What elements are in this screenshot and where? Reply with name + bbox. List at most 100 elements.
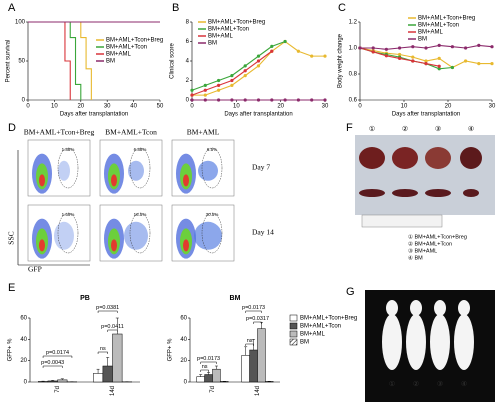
legend-swatch bbox=[289, 330, 298, 338]
spleen bbox=[392, 189, 418, 197]
spleen bbox=[359, 189, 385, 197]
legend-swatch bbox=[289, 314, 298, 322]
y-axis-label: SSC bbox=[7, 231, 16, 244]
bar bbox=[249, 349, 258, 383]
error-bar bbox=[244, 346, 248, 356]
x-tick-label: 0 bbox=[26, 104, 30, 110]
legend-label: BM+AML+Tcon+Breg bbox=[418, 16, 475, 22]
x-axis-label: GFP bbox=[28, 265, 42, 274]
population bbox=[39, 174, 45, 187]
mouse bbox=[430, 314, 450, 370]
panel-label: D bbox=[8, 122, 16, 134]
bar bbox=[220, 381, 229, 383]
bar bbox=[102, 365, 113, 383]
legend-label: BM+AML+Tcon+Breg bbox=[208, 20, 265, 26]
x-tick-label: 14d bbox=[110, 386, 116, 396]
x-axis-label: Days after transplantation bbox=[60, 112, 128, 118]
mouse-head bbox=[410, 300, 422, 316]
significance-label: p=0.0381 bbox=[96, 305, 119, 311]
legend-label: BM bbox=[418, 37, 427, 43]
gate-label: 6.88% bbox=[134, 147, 147, 152]
spleen bbox=[425, 189, 451, 197]
gate bbox=[201, 212, 223, 254]
error-bar bbox=[60, 378, 64, 380]
organ-legend: ③ BM+AML bbox=[408, 247, 437, 254]
bar bbox=[212, 368, 221, 383]
population bbox=[194, 221, 222, 250]
organ-number: ④ bbox=[468, 125, 474, 133]
population bbox=[183, 239, 189, 252]
significance-bracket bbox=[42, 365, 63, 368]
y-tick-label: 8 bbox=[186, 20, 190, 26]
chart-title: BM bbox=[230, 295, 241, 302]
gate bbox=[201, 147, 223, 189]
x-axis-label: Days after transplantation bbox=[224, 112, 292, 118]
significance-label: ns bbox=[247, 338, 253, 344]
x-tick-label: 30 bbox=[489, 104, 496, 110]
bar bbox=[112, 333, 123, 383]
liver bbox=[359, 147, 385, 169]
significance-label: p=0.0411 bbox=[101, 324, 124, 330]
y-tick-label: 40 bbox=[20, 337, 27, 343]
y-tick-label: 6 bbox=[186, 39, 190, 45]
ruler bbox=[361, 214, 443, 228]
legend-label: BM+AML+Tcon bbox=[418, 23, 459, 29]
significance-label: ns bbox=[100, 346, 106, 352]
gate-label: 6.5% bbox=[207, 147, 217, 152]
legend-label: BM bbox=[300, 340, 309, 346]
y-tick-label: 60 bbox=[180, 316, 187, 322]
y-tick-label: 50 bbox=[18, 59, 25, 65]
x-tick-label: 20 bbox=[277, 104, 284, 110]
legend-label: BM+AML bbox=[208, 34, 234, 40]
legend-label: BM+AML+Tcon+Breg bbox=[300, 316, 357, 322]
population bbox=[39, 239, 45, 252]
y-axis-label: Percent survival bbox=[6, 40, 12, 83]
column-header: BM+AML+Tcon bbox=[105, 128, 157, 137]
population bbox=[111, 174, 117, 187]
legend-label: BM+AML bbox=[300, 332, 326, 338]
y-tick-label: 40 bbox=[180, 337, 187, 343]
row-label: Day 14 bbox=[252, 228, 274, 237]
significance-bracket bbox=[97, 351, 108, 354]
gate-label: 1.69% bbox=[62, 212, 75, 217]
y-axis-label: Clinical score bbox=[170, 43, 176, 79]
y-tick-label: 0 bbox=[184, 380, 188, 386]
gate bbox=[57, 147, 79, 189]
mouse-number: ④ bbox=[461, 380, 467, 388]
legend-swatch bbox=[289, 322, 298, 330]
population bbox=[111, 239, 117, 252]
panel-label: G bbox=[346, 286, 355, 298]
x-tick-label: 10 bbox=[51, 104, 58, 110]
organ-number: ① bbox=[369, 125, 375, 133]
organ-photo bbox=[355, 135, 495, 215]
series-line bbox=[192, 40, 325, 96]
significance-label: p=0.0173 bbox=[197, 356, 220, 362]
error-bar bbox=[96, 368, 100, 374]
legend-swatch bbox=[289, 338, 298, 346]
legend-label: BM+AML+Tcon bbox=[106, 45, 147, 51]
x-tick-label: 40 bbox=[130, 104, 137, 110]
significance-bracket bbox=[245, 310, 262, 313]
x-tick-label: 30 bbox=[104, 104, 111, 110]
mouse-head bbox=[386, 300, 398, 316]
error-bar bbox=[51, 380, 55, 381]
population bbox=[54, 221, 74, 250]
significance-label: p=0.0317 bbox=[246, 316, 269, 322]
organ-legend: ① BM+AML+Tcon+Breg bbox=[408, 233, 467, 240]
row-label: Day 7 bbox=[252, 163, 270, 172]
mouse-head bbox=[458, 300, 470, 316]
population bbox=[183, 174, 189, 187]
error-bar bbox=[207, 372, 211, 375]
x-axis-label: Days after transplantation bbox=[392, 112, 460, 118]
y-axis-label: GFP+ % bbox=[8, 338, 14, 362]
legend-label: BM+AML+Tcon bbox=[208, 27, 249, 33]
legend-label: BM+AML bbox=[106, 52, 132, 58]
y-tick-label: 20 bbox=[180, 358, 187, 364]
significance-label: ns bbox=[202, 364, 208, 370]
bar bbox=[241, 355, 250, 383]
bar bbox=[204, 374, 213, 383]
panel-label: B bbox=[172, 2, 179, 14]
bar bbox=[57, 379, 68, 383]
x-tick-label: 0 bbox=[190, 104, 194, 110]
